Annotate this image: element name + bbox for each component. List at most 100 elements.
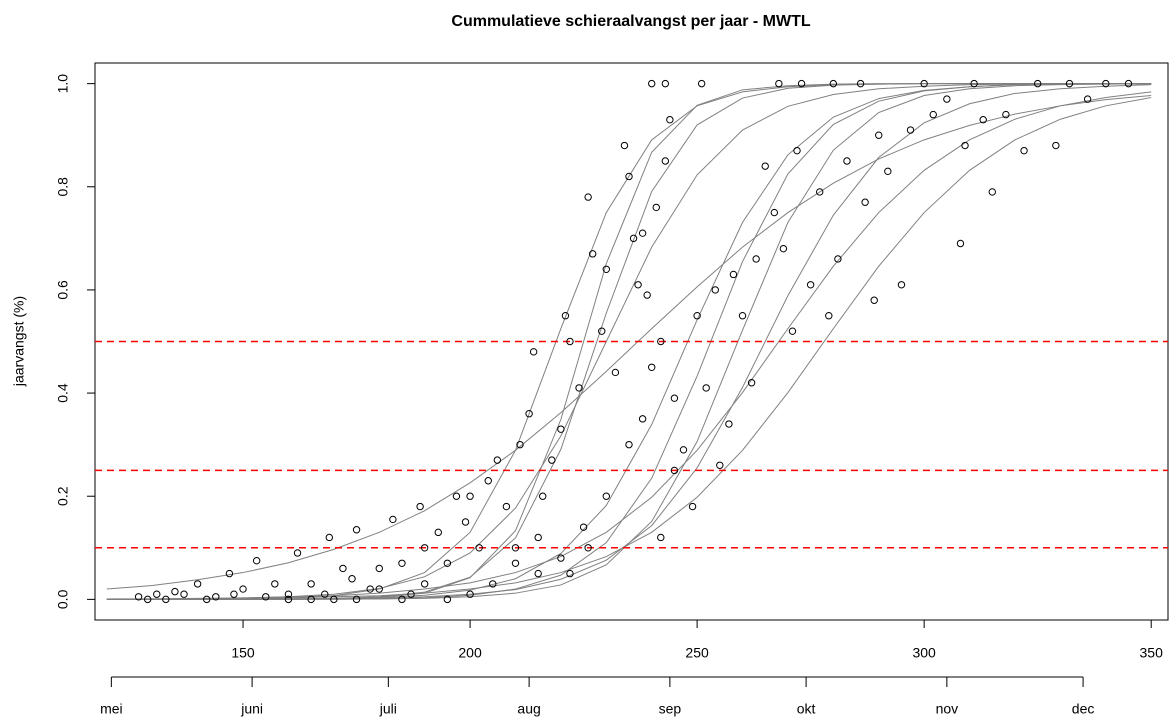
data-point [693, 312, 701, 320]
data-point [566, 569, 574, 578]
data-point [943, 95, 951, 103]
data-point [557, 425, 565, 433]
month-tick-label: mei [100, 701, 123, 717]
month-tick-label: juli [379, 701, 397, 717]
x-tick-label: 350 [1140, 645, 1164, 661]
data-point [389, 515, 397, 524]
data-point [420, 580, 429, 588]
data-point [180, 590, 188, 598]
data-point [143, 595, 152, 604]
data-point [1124, 79, 1133, 88]
data-point [988, 188, 996, 196]
data-point [262, 593, 270, 601]
data-point [534, 569, 542, 578]
data-point [398, 559, 406, 567]
data-point [697, 79, 706, 88]
month-tick-label: juni [240, 701, 263, 717]
data-point [725, 420, 733, 428]
data-point [171, 587, 179, 596]
data-point [252, 556, 261, 565]
data-point [134, 593, 143, 601]
data-point [788, 327, 797, 335]
data-point [534, 533, 542, 542]
y-tick-label: 0.6 [55, 280, 71, 300]
data-point [575, 384, 583, 392]
data-point [602, 265, 610, 273]
data-point [856, 79, 865, 88]
data-point [770, 208, 779, 217]
data-point [657, 337, 665, 346]
data-point [638, 415, 647, 423]
data-point [525, 410, 533, 418]
data-point [661, 157, 670, 165]
y-tick-label: 0.2 [55, 486, 71, 506]
x-tick-label: 300 [912, 645, 936, 661]
data-point [557, 554, 565, 562]
data-point [1002, 110, 1010, 119]
data-point [816, 188, 824, 196]
data-point [884, 167, 892, 176]
data-point [516, 440, 524, 449]
data-point [588, 250, 597, 258]
data-point [761, 162, 769, 170]
data-point [643, 291, 651, 299]
data-point [230, 590, 238, 598]
data-point [620, 141, 629, 150]
x-tick-label: 150 [231, 645, 255, 661]
data-point [529, 348, 538, 356]
data-point [875, 131, 883, 139]
data-point [284, 595, 293, 604]
data-point [284, 590, 293, 598]
data-point [511, 559, 520, 567]
y-axis-label: jaarvangst (%) [11, 296, 27, 387]
data-point [961, 141, 969, 150]
data-point [561, 312, 570, 320]
data-point [212, 593, 220, 601]
data-point [670, 394, 679, 402]
data-point [752, 255, 760, 263]
data-point [652, 203, 660, 212]
data-point [398, 595, 406, 604]
data-point [779, 244, 788, 253]
data-point [416, 502, 424, 511]
x-tick-label: 250 [685, 645, 709, 661]
month-tick-label: nov [936, 701, 959, 717]
y-tick-label: 0.4 [55, 383, 71, 403]
data-point [598, 327, 606, 335]
month-tick-label: okt [797, 701, 816, 717]
data-point [420, 544, 429, 552]
month-tick-label: dec [1072, 701, 1095, 717]
data-point [956, 239, 965, 248]
data-point [434, 528, 442, 537]
data-point [1102, 79, 1110, 88]
data-point [321, 590, 329, 598]
data-point [602, 492, 610, 500]
data-point [829, 79, 838, 88]
data-point [870, 296, 878, 304]
data-point [375, 564, 383, 573]
data-point [979, 116, 987, 124]
data-point [162, 595, 170, 604]
data-point [970, 79, 978, 88]
data-point [670, 466, 679, 475]
data-point [716, 461, 724, 469]
data-point [1052, 141, 1060, 150]
month-tick-label: aug [517, 701, 540, 717]
data-point [679, 446, 688, 454]
fit-curve [106, 91, 1152, 600]
data-point [834, 255, 842, 263]
data-point [906, 126, 915, 134]
data-point [1065, 79, 1074, 88]
data-point [511, 544, 520, 552]
data-point [579, 523, 588, 531]
data-point [611, 368, 620, 377]
data-point [493, 456, 502, 464]
data-point [484, 477, 492, 485]
data-point [407, 590, 415, 598]
data-point [929, 110, 937, 119]
data-point [920, 79, 928, 88]
data-point [539, 492, 547, 500]
data-point [648, 79, 656, 88]
data-point [806, 281, 815, 289]
data-point [366, 585, 374, 593]
